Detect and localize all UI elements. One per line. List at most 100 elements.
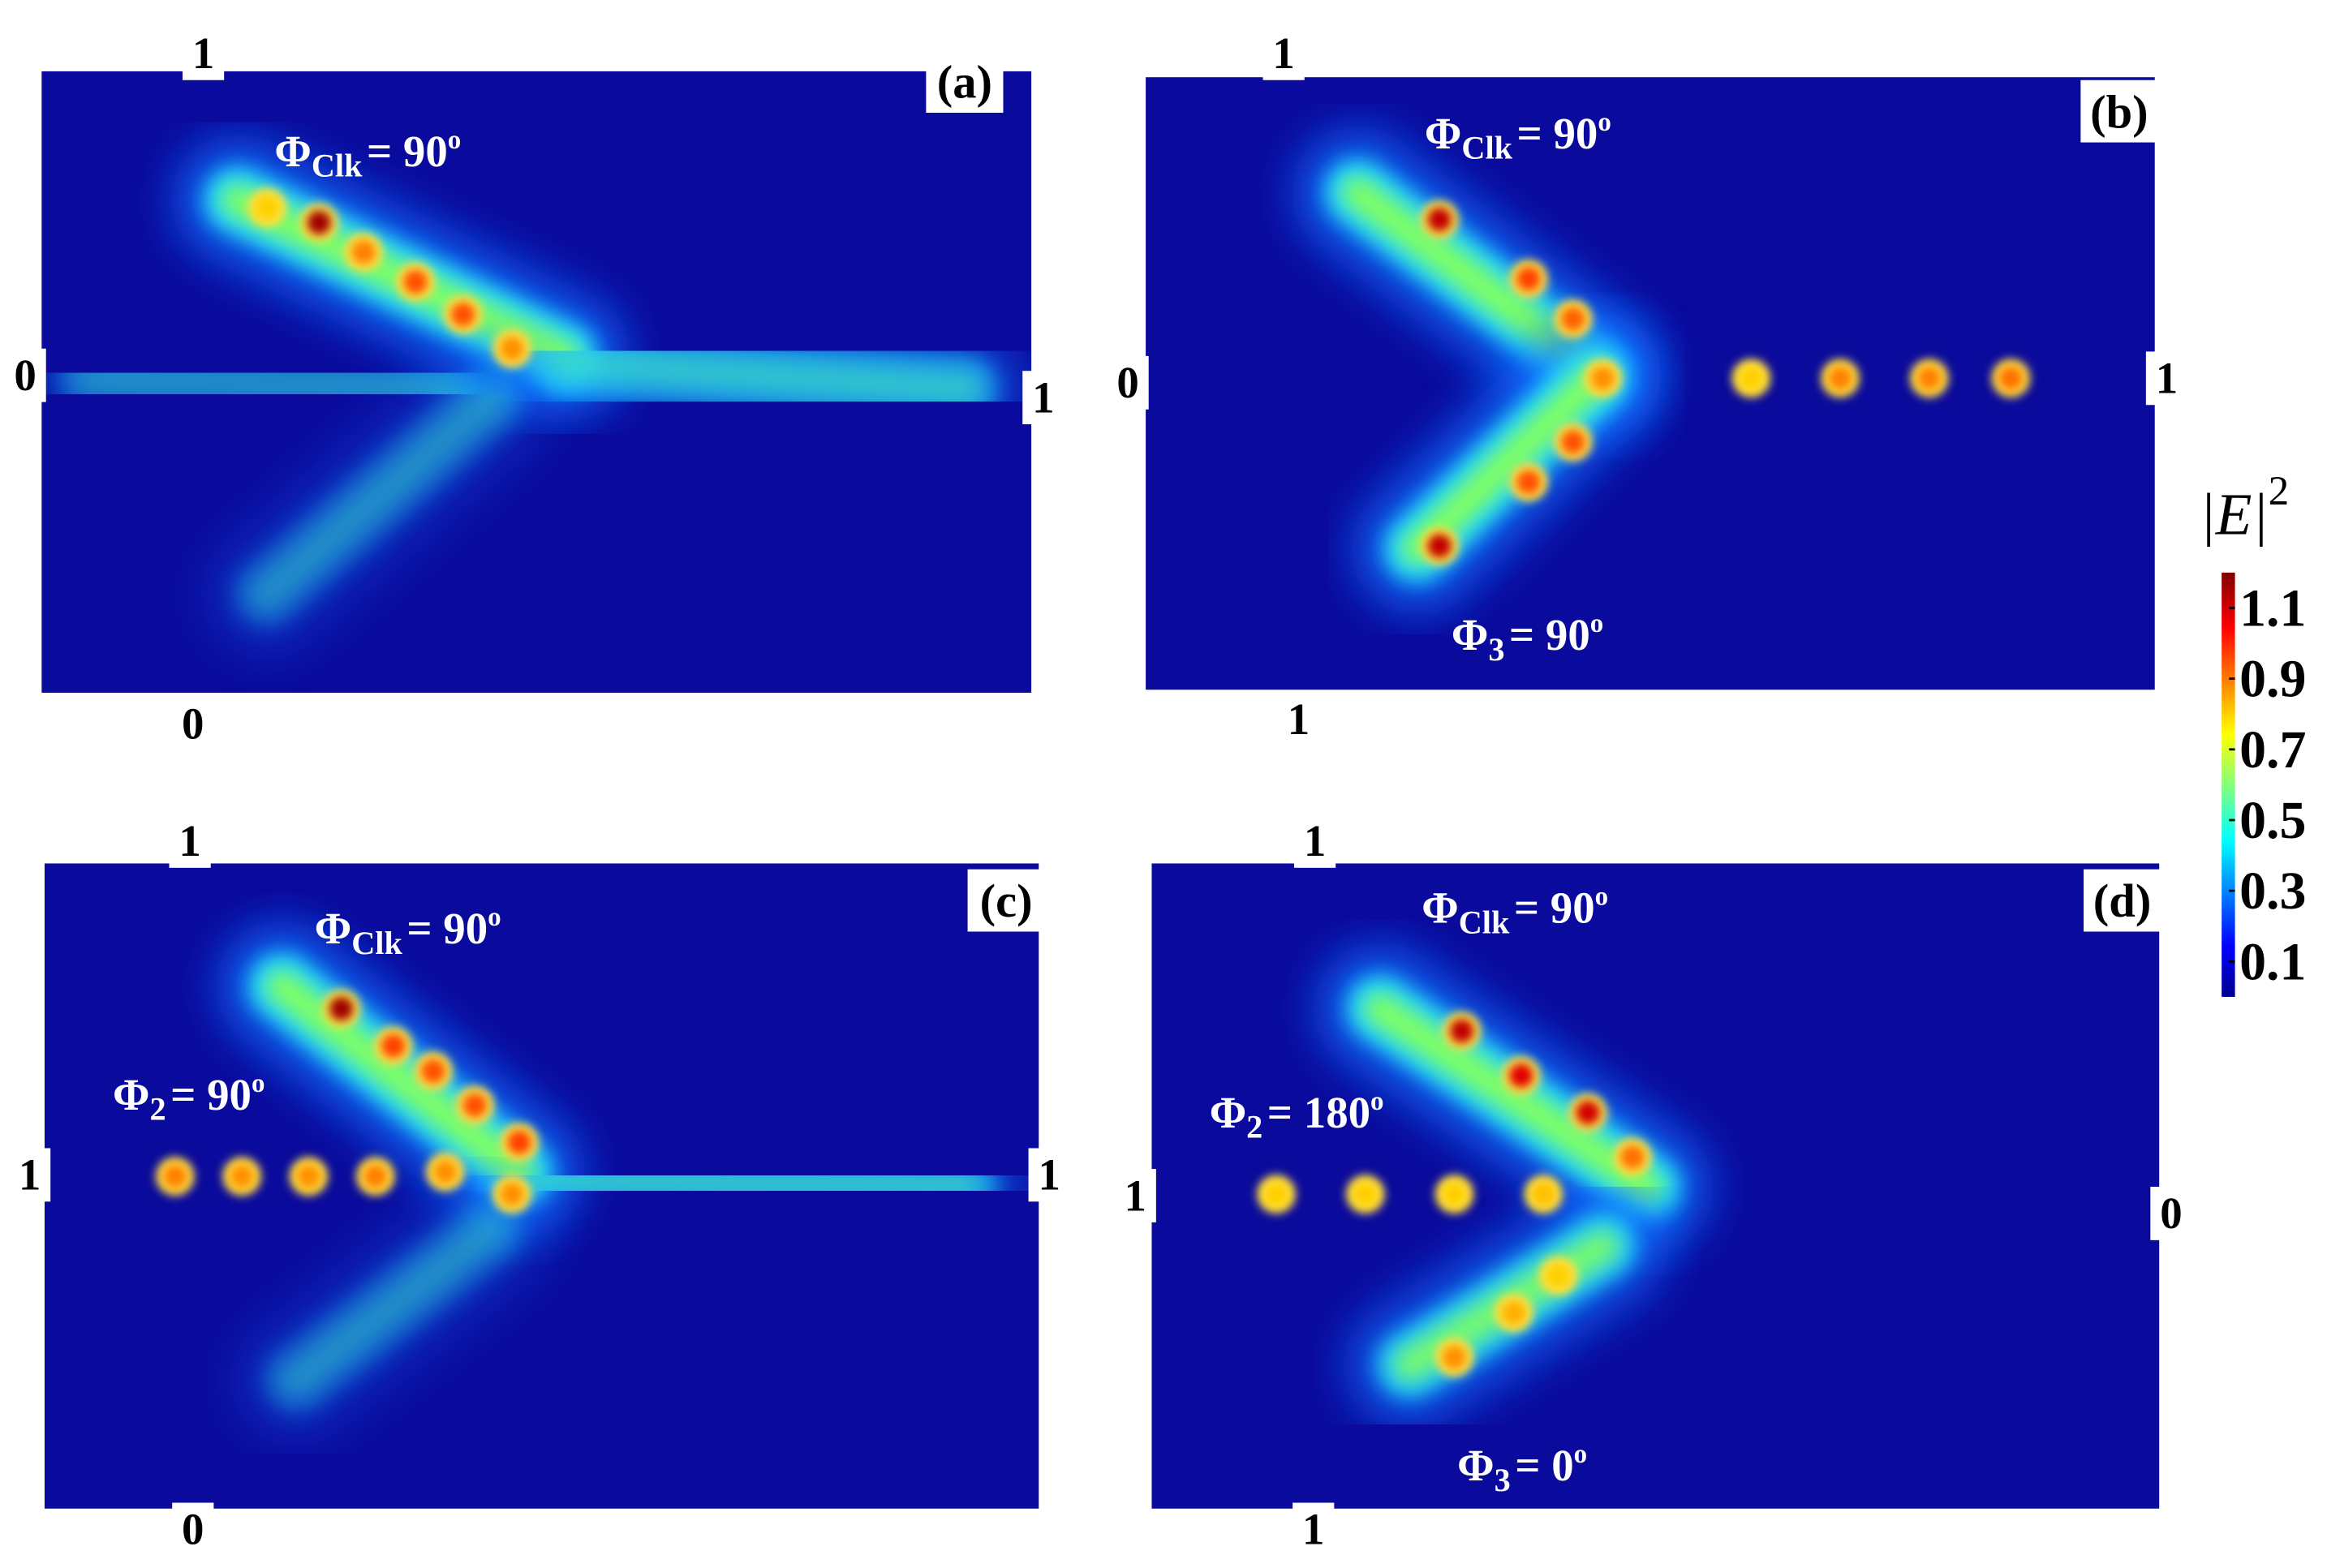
colorbar-tick-label: 0.1 — [2239, 932, 2306, 991]
hot-spot — [1450, 1019, 1474, 1043]
phase-superscript: o — [1595, 883, 1608, 912]
panel-label: (b) — [2090, 85, 2148, 138]
port-notch — [1293, 814, 1336, 868]
field-core — [547, 346, 982, 406]
phase-symbol: Φ — [1457, 1441, 1494, 1490]
phase-superscript: o — [448, 126, 461, 155]
hot-spot — [329, 996, 354, 1021]
port-notch — [1022, 371, 1065, 425]
port-label: 0 — [1116, 358, 1138, 407]
hot-spot — [1509, 1063, 1533, 1088]
phase-annotation: Φ3 = 90o — [1452, 609, 1603, 668]
hot-spot — [1353, 1182, 1378, 1206]
port-label: 1 — [1288, 694, 1310, 744]
phase-subscript: 2 — [1246, 1109, 1262, 1145]
hot-spot — [296, 1164, 321, 1188]
port-notch — [169, 814, 211, 868]
hot-spot — [451, 303, 475, 327]
port-label: 1 — [1304, 816, 1326, 866]
port-notch — [1262, 26, 1305, 80]
phase-value: = 90 — [1516, 109, 1598, 158]
phase-value: = 90 — [170, 1070, 252, 1119]
port-label: 1 — [192, 28, 214, 78]
port-label: 1 — [1125, 1171, 1146, 1220]
port-notch — [1107, 355, 1149, 410]
phase-value: = 0 — [1515, 1441, 1573, 1490]
port-notch — [1114, 1169, 1156, 1222]
phase-subscript: 3 — [1495, 1462, 1511, 1498]
phase-symbol: Φ — [1422, 883, 1458, 932]
field-map — [44, 863, 1039, 1509]
phase-annotation: ΦClk = 90o — [315, 903, 501, 961]
phase-annotation: ΦClk = 90o — [1425, 108, 1611, 166]
port-notch — [182, 26, 225, 80]
phase-annotation: Φ2 = 90o — [113, 1069, 265, 1128]
hot-spot — [1546, 1264, 1571, 1288]
phase-annotation: ΦClk = 90o — [274, 126, 461, 184]
hot-spot — [507, 1130, 531, 1154]
field-map — [1146, 77, 2155, 690]
hot-spot — [230, 1164, 254, 1188]
hot-spot — [500, 337, 524, 361]
hot-spot — [1427, 208, 1452, 232]
phase-annotation: Φ2 = 180o — [1210, 1087, 1384, 1145]
port-label: 1 — [19, 1150, 41, 1200]
phase-subscript: Clk — [1461, 130, 1512, 166]
hot-spot — [1531, 1182, 1555, 1206]
panel-label-box — [2080, 79, 2158, 143]
field-core — [503, 1162, 982, 1204]
phase-superscript: o — [1574, 1440, 1587, 1469]
field-map — [41, 71, 1032, 694]
phase-value: = 90 — [1509, 610, 1590, 659]
port-label: 1 — [2156, 354, 2178, 403]
hot-spot — [1739, 366, 1763, 390]
panel-label-box — [926, 50, 1004, 113]
port-notch — [4, 348, 46, 402]
hot-spot — [1427, 534, 1452, 558]
hot-spot — [1828, 366, 1852, 390]
port-notch — [2145, 351, 2188, 406]
port-notch — [172, 1502, 214, 1557]
phase-subscript: 3 — [1488, 631, 1504, 668]
phase-annotation: Φ3 = 0o — [1457, 1440, 1587, 1498]
phase-annotation: ΦClk = 90o — [1422, 883, 1608, 941]
colorbar — [2222, 572, 2235, 997]
port-notch — [1028, 1148, 1070, 1202]
hot-spot — [381, 1033, 406, 1058]
hot-spot — [1590, 366, 1615, 390]
phase-value: = 90 — [367, 127, 448, 176]
field-core — [280, 1214, 506, 1396]
port-label: 1 — [1032, 372, 1054, 422]
port-label: 0 — [182, 1505, 204, 1554]
hot-spot — [1516, 470, 1541, 494]
field-map — [1151, 863, 2160, 1509]
port-label: 1 — [1272, 28, 1294, 78]
phase-value: = 180 — [1267, 1088, 1370, 1137]
hot-spot — [1917, 366, 1942, 390]
hot-spot — [1442, 1182, 1467, 1206]
port-notch — [2150, 1187, 2192, 1240]
hot-spot — [1502, 1300, 1526, 1325]
colorbar-tick-label: 0.9 — [2239, 650, 2306, 709]
hot-spot — [1442, 1345, 1467, 1369]
port-notch — [1277, 693, 1320, 746]
field-core — [72, 362, 462, 406]
phase-symbol: Φ — [1452, 610, 1488, 659]
phase-subscript: Clk — [351, 925, 402, 961]
port-label: 0 — [14, 350, 36, 400]
hot-spot — [1998, 366, 2024, 390]
phase-symbol: Φ — [1210, 1088, 1246, 1137]
hot-spot — [421, 1059, 445, 1083]
colorbar-label-exponent: 2 — [2269, 468, 2290, 514]
panel-label-box — [2084, 869, 2161, 932]
phase-symbol: Φ — [315, 904, 351, 953]
hot-spot — [1561, 430, 1585, 454]
phase-value: = 90 — [1514, 883, 1595, 932]
hot-spot — [163, 1164, 187, 1188]
hot-spot — [403, 269, 428, 294]
phase-superscript: o — [1370, 1087, 1383, 1116]
phase-superscript: o — [1598, 108, 1611, 137]
port-notch — [8, 1148, 51, 1202]
phase-value: = 90 — [406, 904, 488, 953]
